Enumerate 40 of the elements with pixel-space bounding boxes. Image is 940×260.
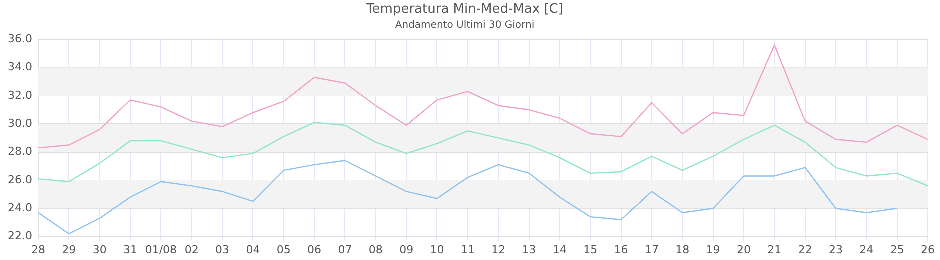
x-tick-label: 15 (584, 243, 598, 256)
chart-subtitle: Andamento Ultimi 30 Giorni (395, 20, 535, 32)
x-tick-label: 31 (124, 243, 138, 256)
y-tick-label: 32.0 (8, 88, 32, 102)
x-tick-label: 28 (31, 243, 46, 256)
x-tick-label: 01/08 (145, 243, 178, 256)
x-tick-label: 08 (368, 243, 383, 256)
x-tick-label: 13 (522, 243, 536, 256)
x-tick-label: 21 (768, 243, 782, 256)
y-tick-label: 26.0 (8, 173, 32, 186)
chart-title: Temperatura Min-Med-Max [C] (366, 2, 564, 18)
x-tick-label: 06 (308, 243, 322, 256)
x-tick-label: 30 (92, 243, 107, 256)
y-tick-label: 36.0 (8, 32, 32, 46)
x-tick-label: 26 (921, 243, 935, 256)
x-tick-label: 23 (828, 243, 843, 256)
x-tick-label: 09 (400, 243, 414, 256)
x-tick-label: 24 (860, 243, 874, 256)
x-tick-label: 25 (890, 243, 904, 256)
x-tick-label: 12 (492, 243, 506, 256)
x-tick-label: 29 (62, 243, 76, 256)
x-tick-label: 07 (338, 243, 352, 256)
x-tick-label: 16 (614, 243, 628, 256)
x-tick-label: 10 (430, 243, 444, 256)
x-tick-label: 02 (184, 243, 199, 256)
y-tick-label: 24.0 (8, 201, 32, 214)
x-tick-label: 17 (644, 243, 659, 256)
x-tick-label: 19 (706, 243, 720, 256)
y-tick-label: 22.0 (8, 230, 32, 243)
x-tick-label: 03 (216, 243, 230, 256)
x-tick-label: 20 (736, 243, 751, 256)
x-tick-label: 04 (246, 243, 260, 256)
y-tick-label: 34.0 (8, 60, 32, 74)
x-tick-label: 18 (676, 243, 690, 256)
x-tick-label: 22 (798, 243, 812, 256)
y-tick-label: 30.0 (8, 116, 32, 130)
y-tick-label: 28.0 (8, 145, 32, 158)
x-tick-label: 14 (552, 243, 567, 256)
x-tick-label: 11 (460, 243, 475, 256)
x-tick-label: 05 (276, 243, 291, 256)
